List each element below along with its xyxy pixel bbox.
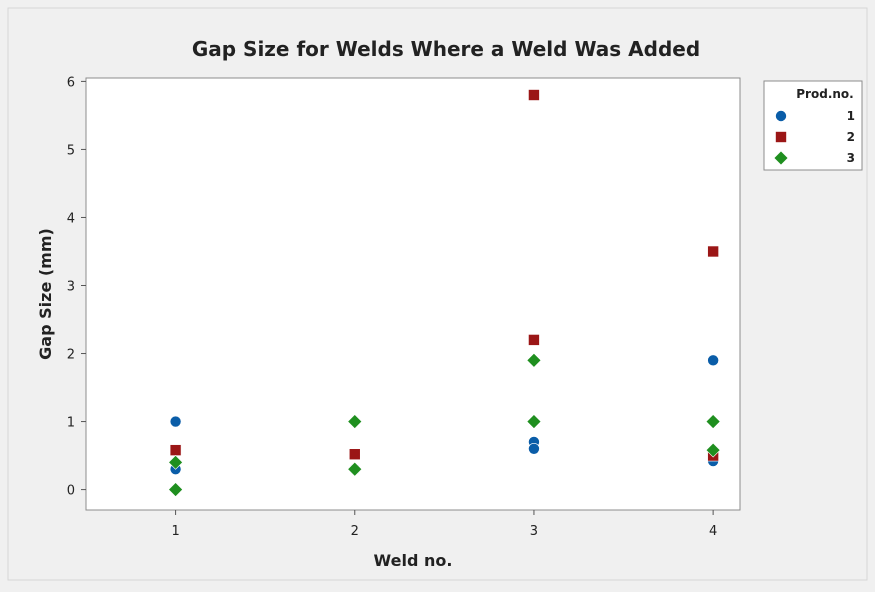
- x-tick-label: 1: [171, 524, 179, 539]
- legend-marker-3: [773, 150, 789, 166]
- x-tick-label: 2: [351, 524, 359, 539]
- data-point-3: [705, 442, 721, 458]
- y-tick-label: 4: [67, 211, 75, 226]
- plot-area: [85, 77, 741, 511]
- data-point-2: [528, 334, 540, 346]
- data-point-3: [168, 482, 184, 498]
- legend-entry-3: 3: [847, 151, 855, 165]
- data-point-1: [169, 415, 182, 428]
- y-tick-label: 5: [67, 143, 75, 158]
- x-tick-label: 3: [530, 524, 538, 539]
- data-point-3: [526, 352, 542, 368]
- data-point-3: [526, 414, 542, 429]
- y-tick-label: 2: [67, 348, 75, 363]
- chart-title: Gap Size for Welds Where a Weld Was Adde…: [192, 37, 700, 61]
- x-axis-label: Weld no.: [374, 551, 453, 570]
- legend-entry-1: 1: [847, 109, 855, 123]
- legend-entry-2: 2: [847, 130, 855, 144]
- x-tick-label: 4: [709, 524, 717, 539]
- y-tick-label: 3: [67, 279, 75, 294]
- data-point-3: [168, 454, 184, 470]
- y-tick-label: 0: [67, 484, 75, 499]
- legend-title: Prod.no.: [796, 87, 853, 101]
- legend-marker-2: [775, 131, 787, 143]
- data-point-2: [169, 444, 182, 456]
- y-tick-label: 6: [67, 75, 75, 90]
- y-axis-label: Gap Size (mm): [36, 228, 55, 360]
- data-points: [168, 89, 721, 498]
- legend: Prod.no. 1 2 3: [763, 80, 863, 171]
- data-point-2: [528, 89, 540, 101]
- legend-marker-1: [775, 110, 787, 122]
- data-point-3: [347, 414, 363, 429]
- data-point-2: [707, 245, 719, 258]
- data-point-3: [347, 461, 363, 477]
- data-point-1: [528, 442, 540, 455]
- y-tick-label: 1: [67, 416, 75, 431]
- data-point-2: [348, 448, 361, 461]
- data-point-3: [705, 414, 721, 429]
- axes: 0 1 2 3 4 5 6 1 2 3 4: [67, 75, 718, 539]
- data-point-1: [707, 354, 719, 367]
